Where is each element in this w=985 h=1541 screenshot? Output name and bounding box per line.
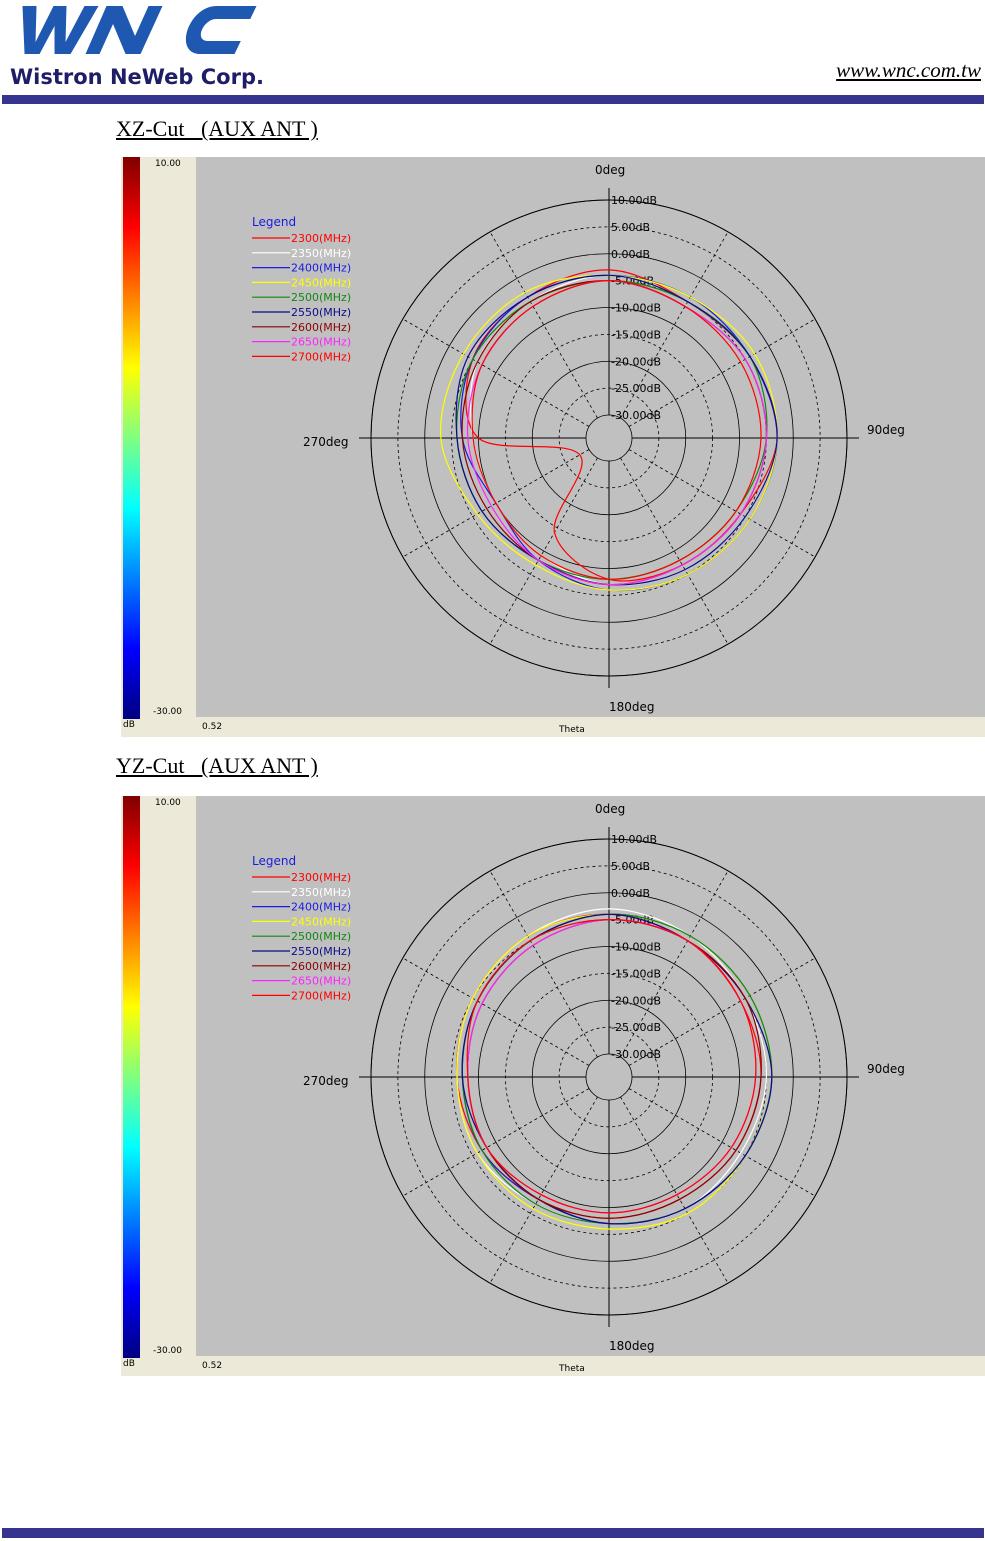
- ring-label: -20.00dB: [611, 355, 661, 368]
- colorbar: [123, 157, 140, 719]
- colorbar-max-label: 10.00: [155, 798, 181, 808]
- wnc-logo: Wistron NeWeb Corp.: [10, 6, 264, 89]
- legend-entry: 2500(MHz): [291, 291, 351, 304]
- legend-entry: 2600(MHz): [291, 960, 351, 973]
- legend-entry: 2650(MHz): [291, 336, 351, 349]
- xz-cut-caption: XZ-Cut (AUX ANT ): [116, 116, 318, 141]
- ring-label: 10.00dB: [611, 194, 657, 207]
- colorbar-unit-label: dB: [123, 1359, 135, 1369]
- plot-area: [196, 157, 985, 717]
- series-curve-2450(MHz): [439, 274, 778, 591]
- colorbar-min-label: -30.00: [153, 1346, 182, 1356]
- ring-label: -10.00dB: [611, 941, 661, 954]
- ring-label: -25.00dB: [611, 1021, 661, 1034]
- ring-label: 5.00dB: [611, 221, 650, 234]
- legend-entry: 2450(MHz): [291, 276, 351, 289]
- legend-entry: 2450(MHz): [291, 915, 351, 928]
- theta-axis-label: Theta: [558, 725, 585, 735]
- colorbar-max-label: 10.00: [155, 159, 181, 169]
- website-link[interactable]: www.wnc.com.tw: [836, 58, 981, 82]
- legend-entry: 2400(MHz): [291, 262, 351, 275]
- angle-label-180deg: 180deg: [609, 700, 655, 714]
- legend-title: Legend: [252, 854, 296, 868]
- ring-label: -15.00dB: [611, 967, 661, 980]
- legend-entry: 2500(MHz): [291, 930, 351, 943]
- xz-cut-chart: 10.00 -30.00 dB 0.52 Theta 10.00dB 5.00dB 0.00d…: [121, 157, 985, 737]
- legend-entry: 2350(MHz): [291, 247, 351, 260]
- angle-label-180deg: 180deg: [609, 1339, 655, 1353]
- legend-entry: 2550(MHz): [291, 945, 351, 958]
- ring-label: -30.00dB: [611, 409, 661, 422]
- ring-label: 0.00dB: [611, 887, 650, 900]
- ring-label: 5.00dB: [611, 860, 650, 873]
- angle-label-90deg: 90deg: [867, 423, 905, 437]
- plot-area: [196, 796, 985, 1356]
- ring-label: -20.00dB: [611, 994, 661, 1007]
- footer-value: 0.52: [202, 1361, 222, 1371]
- angle-label-0deg: 0deg: [595, 802, 625, 816]
- legend-entry: 2650(MHz): [291, 975, 351, 988]
- legend-entry: 2400(MHz): [291, 901, 351, 914]
- legend-entry: 2700(MHz): [291, 989, 351, 1002]
- ring-label: 10.00dB: [611, 833, 657, 846]
- legend-entry: 2350(MHz): [291, 886, 351, 899]
- series-curve-2700(MHz): [466, 919, 757, 1214]
- colorbar-min-label: -30.00: [153, 707, 182, 717]
- ring-label: -30.00dB: [611, 1048, 661, 1061]
- yz-cut-caption: YZ-Cut (AUX ANT ): [116, 753, 318, 778]
- ring-label: 0.00dB: [611, 248, 650, 261]
- footer-rule: [2, 1528, 984, 1538]
- angle-label-270deg: 270deg: [303, 1074, 349, 1088]
- logo-subtitle: Wistron NeWeb Corp.: [10, 65, 264, 89]
- legend-entry: 2550(MHz): [291, 306, 351, 319]
- header-rule: [2, 95, 984, 104]
- theta-axis-label: Theta: [558, 1364, 585, 1374]
- ring-label: -25.00dB: [611, 382, 661, 395]
- legend-entry: 2600(MHz): [291, 321, 351, 334]
- legend-entry: 2300(MHz): [291, 232, 351, 245]
- ring-label: -15.00dB: [611, 328, 661, 341]
- legend-entry: 2700(MHz): [291, 350, 351, 363]
- yz-cut-chart: 10.00 -30.00 dB 0.52 Theta 10.00dB 5.00dB 0.00d…: [121, 796, 985, 1376]
- angle-label-0deg: 0deg: [595, 163, 625, 177]
- ring-label: -10.00dB: [611, 302, 661, 315]
- legend-title: Legend: [252, 215, 296, 229]
- colorbar-unit-label: dB: [123, 720, 135, 730]
- angle-label-270deg: 270deg: [303, 435, 349, 449]
- angle-label-90deg: 90deg: [867, 1062, 905, 1076]
- colorbar: [123, 796, 140, 1358]
- series-curve-2700(MHz): [471, 280, 762, 580]
- footer-value: 0.52: [202, 722, 222, 732]
- legend-entry: 2300(MHz): [291, 871, 351, 884]
